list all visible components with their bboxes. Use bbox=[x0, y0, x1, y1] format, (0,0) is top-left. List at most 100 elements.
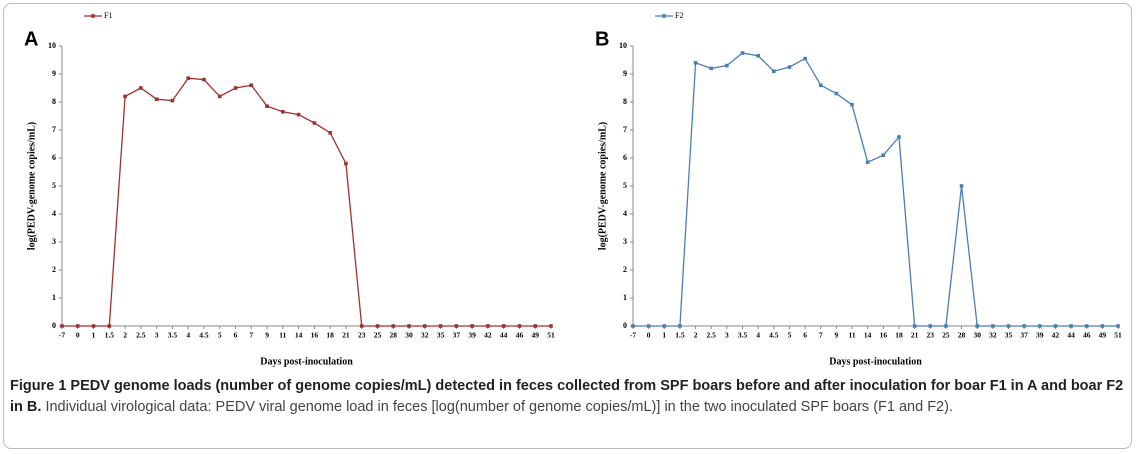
y-tick-label: 1 bbox=[623, 293, 627, 302]
y-tick-label: 9 bbox=[623, 69, 627, 78]
x-tick-label: 11 bbox=[848, 331, 855, 340]
point bbox=[646, 324, 651, 328]
x-tick-label: 3.5 bbox=[168, 331, 178, 340]
x-tick-label: 3 bbox=[155, 331, 159, 340]
x-tick-label: 25 bbox=[374, 331, 382, 340]
y-tick-label: 1 bbox=[52, 293, 56, 302]
x-tick-label: 4.5 bbox=[199, 331, 209, 340]
x-tick-label: 6 bbox=[234, 331, 238, 340]
point bbox=[233, 86, 238, 90]
x-tick-label: 51 bbox=[1114, 331, 1122, 340]
point bbox=[470, 324, 474, 328]
point bbox=[897, 135, 901, 139]
x-tick-label: 6 bbox=[803, 331, 807, 340]
x-tick-label: 1.5 bbox=[105, 331, 115, 340]
point bbox=[423, 324, 427, 328]
x-tick-label: 16 bbox=[311, 331, 319, 340]
x-tick-label: 39 bbox=[468, 331, 476, 340]
point bbox=[818, 83, 823, 87]
point bbox=[912, 324, 917, 328]
point bbox=[91, 324, 96, 328]
x-tick-label: -7 bbox=[59, 331, 65, 340]
point bbox=[438, 324, 443, 328]
x-tick-label: 32 bbox=[989, 331, 997, 340]
x-tick-label: 7 bbox=[249, 331, 253, 340]
point bbox=[407, 324, 411, 328]
x-tick-label: 14 bbox=[864, 331, 872, 340]
point bbox=[549, 324, 553, 328]
point bbox=[709, 66, 714, 71]
x-tick-label: 25 bbox=[942, 331, 950, 340]
point bbox=[1084, 324, 1089, 328]
point bbox=[991, 324, 995, 328]
point bbox=[202, 77, 206, 82]
point bbox=[740, 51, 745, 55]
x-tick-label: 44 bbox=[500, 331, 508, 340]
x-axis-label: Days post-inoculation bbox=[260, 356, 353, 367]
x-tick-label: 23 bbox=[358, 331, 366, 340]
x-tick-label: 7 bbox=[819, 331, 823, 340]
y-tick-label: 7 bbox=[623, 125, 627, 134]
point bbox=[217, 94, 222, 99]
y-tick-label: 5 bbox=[52, 181, 56, 190]
legend-marker bbox=[91, 14, 95, 18]
x-tick-label: 1.5 bbox=[675, 331, 685, 340]
x-tick-label: -7 bbox=[630, 331, 636, 340]
point bbox=[265, 104, 269, 108]
x-tick-label: 5 bbox=[218, 331, 222, 340]
x-tick-label: 9 bbox=[835, 331, 839, 340]
y-tick-label: 10 bbox=[619, 41, 627, 50]
point bbox=[725, 63, 729, 68]
y-tick-label: 4 bbox=[623, 209, 627, 218]
y-tick-label: 0 bbox=[623, 321, 627, 330]
point bbox=[678, 324, 682, 328]
point bbox=[944, 324, 948, 328]
point bbox=[1069, 324, 1073, 328]
x-tick-label: 23 bbox=[927, 331, 935, 340]
point bbox=[662, 324, 667, 328]
x-tick-label: 21 bbox=[911, 331, 919, 340]
y-axis-label: log(PEDV-genome copies/mL) bbox=[26, 122, 37, 250]
point bbox=[1053, 324, 1058, 328]
point bbox=[881, 153, 886, 157]
point bbox=[533, 324, 538, 328]
x-tick-label: 32 bbox=[421, 331, 429, 340]
y-tick-label: 7 bbox=[52, 125, 56, 134]
point bbox=[75, 324, 80, 328]
point bbox=[486, 324, 490, 328]
y-tick-label: 6 bbox=[52, 153, 56, 162]
x-tick-label: 37 bbox=[453, 331, 461, 340]
caption-text: Individual virological data: PEDV viral … bbox=[45, 399, 953, 415]
y-tick-label: 4 bbox=[52, 209, 56, 218]
x-tick-label: 18 bbox=[895, 331, 903, 340]
x-tick-label: 49 bbox=[1099, 331, 1107, 340]
x-tick-label: 4 bbox=[756, 331, 760, 340]
legend-marker bbox=[662, 14, 666, 18]
point bbox=[344, 161, 348, 166]
x-tick-label: 37 bbox=[1020, 331, 1028, 340]
x-tick-label: 4 bbox=[186, 331, 190, 340]
x-tick-label: 14 bbox=[295, 331, 303, 340]
y-tick-label: 3 bbox=[623, 237, 627, 246]
x-tick-label: 49 bbox=[531, 331, 539, 340]
x-tick-label: 39 bbox=[1036, 331, 1044, 340]
point bbox=[154, 97, 159, 101]
panel-label: A bbox=[24, 28, 38, 50]
point bbox=[1100, 324, 1105, 328]
x-axis-label: Days post-inoculation bbox=[829, 356, 922, 367]
x-tick-label: 5 bbox=[788, 331, 792, 340]
y-tick-label: 9 bbox=[52, 69, 56, 78]
x-tick-label: 1 bbox=[92, 331, 96, 340]
y-tick-label: 0 bbox=[52, 321, 56, 330]
x-tick-label: 44 bbox=[1067, 331, 1075, 340]
point bbox=[501, 324, 506, 328]
point bbox=[517, 324, 522, 328]
point bbox=[139, 86, 143, 90]
panel-label: B bbox=[595, 28, 609, 50]
x-tick-label: 28 bbox=[390, 331, 398, 340]
x-tick-label: 46 bbox=[1083, 331, 1091, 340]
x-tick-label: 11 bbox=[279, 331, 286, 340]
x-tick-label: 2.5 bbox=[136, 331, 146, 340]
point bbox=[186, 76, 190, 80]
